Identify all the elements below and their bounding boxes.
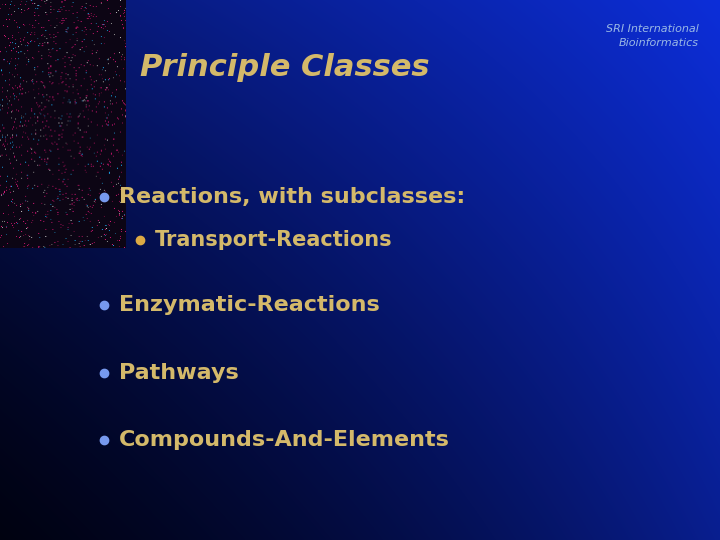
Text: Reactions, with subclasses:: Reactions, with subclasses:	[119, 187, 465, 207]
Text: Enzymatic-Reactions: Enzymatic-Reactions	[119, 295, 379, 315]
Text: Compounds-And-Elements: Compounds-And-Elements	[119, 430, 450, 450]
Text: Principle Classes: Principle Classes	[140, 53, 430, 82]
Text: Transport-Reactions: Transport-Reactions	[155, 230, 392, 251]
Text: Pathways: Pathways	[119, 362, 238, 383]
Text: SRI International
Bioinformatics: SRI International Bioinformatics	[606, 24, 698, 48]
